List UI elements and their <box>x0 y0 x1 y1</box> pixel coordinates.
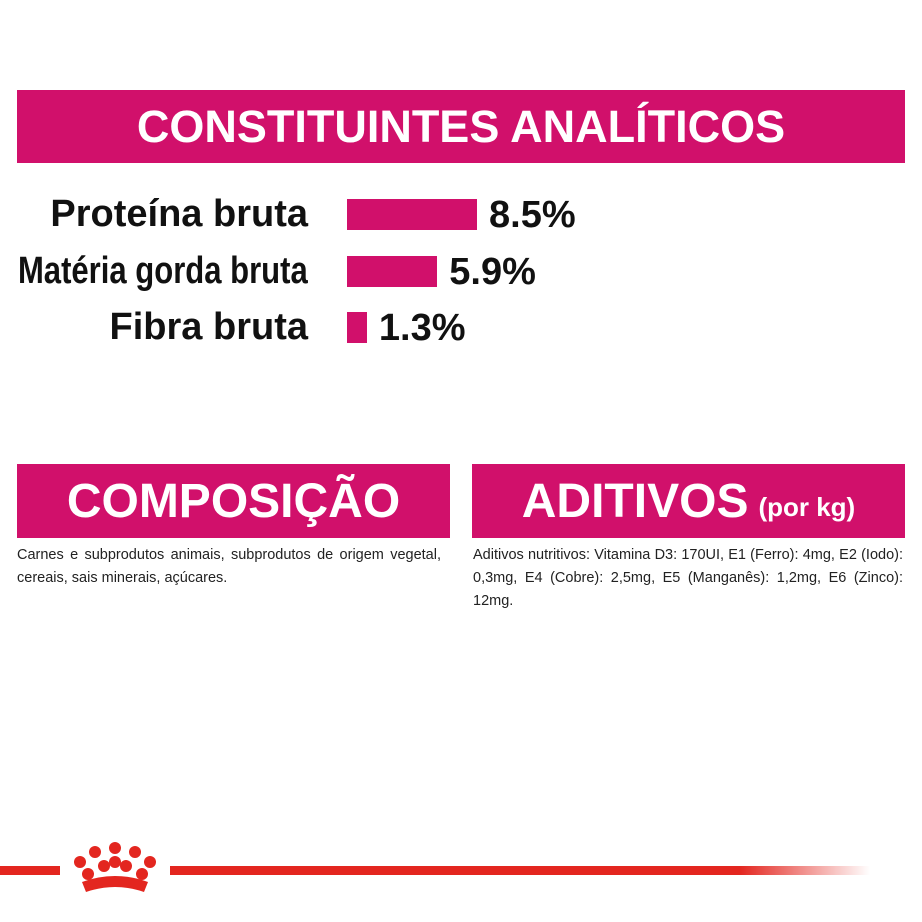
category-label: Proteína bruta <box>50 193 308 235</box>
additives-title: ADITIVOS <box>521 474 749 528</box>
header-title: CONSTITUINTES ANALÍTICOS <box>136 100 786 152</box>
additives-subtitle: (por kg) <box>758 491 856 522</box>
value-label: 8.5% <box>489 194 576 236</box>
category-label: Fibra bruta <box>109 306 308 348</box>
footer-line <box>0 866 870 875</box>
category-label: Matéria gorda bruta <box>18 249 308 292</box>
bar <box>347 199 478 230</box>
value-label: 1.3% <box>378 307 466 349</box>
composition-text: Carnes e subprodutos animais, subproduto… <box>17 547 441 586</box>
additives-band: ADITIVOS (por kg) <box>472 464 905 538</box>
composition-band: COMPOSIÇÃO <box>17 464 450 538</box>
value-label: 5.9% <box>449 250 536 293</box>
header-band: CONSTITUINTES ANALÍTICOS <box>17 90 905 163</box>
crown <box>74 842 156 892</box>
footer-logo <box>0 842 870 910</box>
bar <box>347 255 438 287</box>
composition-title: COMPOSIÇÃO <box>66 474 401 528</box>
bar <box>347 312 367 343</box>
additives-text: Aditivos nutritivos: Vitamina D3: 170UI,… <box>473 547 903 609</box>
